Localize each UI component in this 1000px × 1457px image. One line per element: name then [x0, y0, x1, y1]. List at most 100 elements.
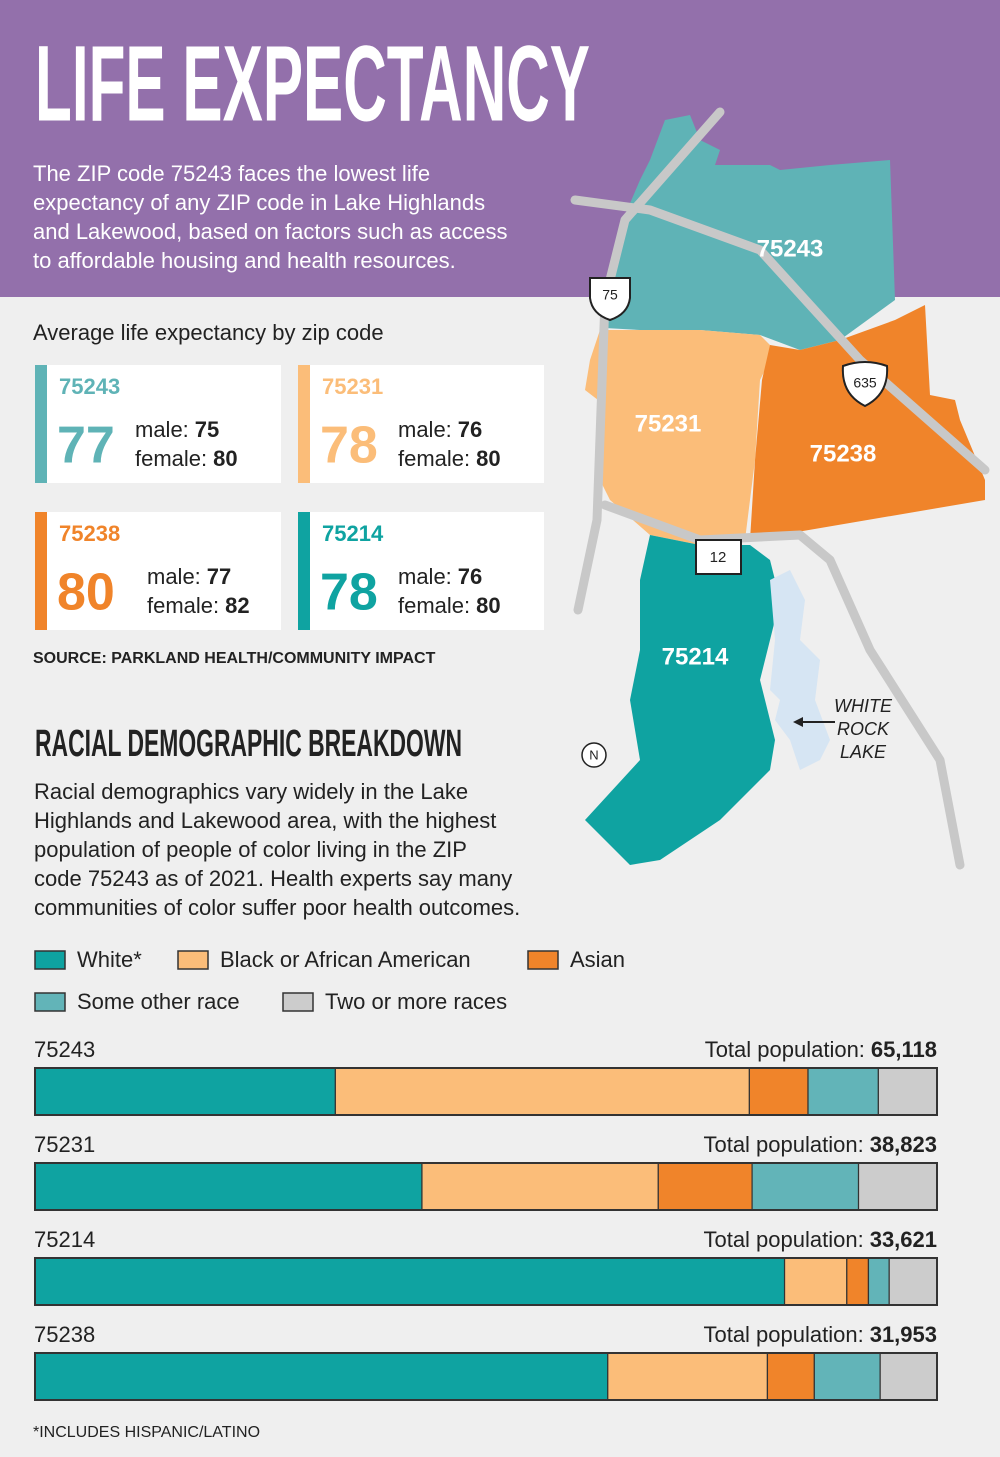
header-description: The ZIP code 75243 faces the lowest life… [33, 161, 508, 273]
card-zip: 75231 [322, 374, 383, 399]
female-label: female: [398, 593, 470, 618]
card-average: 80 [57, 564, 115, 622]
map: 75243 75231 75238 75214 75 635 12 N WHIT… [570, 107, 990, 870]
female-value: 82 [225, 593, 249, 618]
lake-arrow-head [793, 717, 803, 727]
male-value: 75 [195, 417, 219, 442]
bar-segment [813, 1352, 881, 1401]
card-average: 78 [320, 564, 378, 622]
card [35, 512, 281, 630]
category-label: 75231 [34, 1132, 95, 1157]
female-line: female: 80 [398, 593, 501, 618]
female-line: female: 80 [135, 446, 238, 471]
bar-outline [34, 1257, 938, 1306]
legend-label: Some other race [77, 989, 240, 1014]
card [298, 365, 544, 483]
shield [589, 277, 631, 322]
lake-label: LAKE [840, 742, 887, 762]
lake [770, 570, 830, 770]
female-line: female: 80 [398, 446, 501, 471]
total-value: 33,621 [870, 1227, 937, 1252]
highway-label: 75 [602, 287, 618, 303]
female-value: 80 [213, 446, 237, 471]
bar-segment [888, 1257, 938, 1306]
bar-segment [751, 1162, 860, 1211]
category-label: 75238 [34, 1322, 95, 1347]
north-label: N [589, 747, 598, 762]
card-accent [298, 512, 310, 630]
female-label: female: [147, 593, 219, 618]
lake-label: WHITE [834, 696, 893, 716]
bar-segment [748, 1067, 809, 1116]
male-value: 76 [458, 564, 482, 589]
legend-label: Black or African American [220, 947, 471, 972]
male-line: male: 76 [398, 564, 482, 589]
total-label: Total population: 38,823 [703, 1132, 937, 1157]
card-average: 78 [320, 417, 378, 475]
female-line: female: 82 [147, 593, 250, 618]
route-box [695, 539, 742, 575]
legend-swatch [282, 992, 314, 1012]
bar-segment [857, 1162, 938, 1211]
demographics-description: Racial demographics vary widely in the L… [34, 779, 520, 920]
zip-area [605, 115, 895, 350]
male-line: male: 76 [398, 417, 482, 442]
male-line: male: 77 [147, 564, 231, 589]
shield [841, 361, 889, 408]
male-label: male: [398, 417, 452, 442]
total-prefix: Total population: [703, 1322, 863, 1347]
description-line: Racial demographics vary widely in the L… [34, 779, 468, 804]
card-accent [35, 365, 47, 483]
stacked-bar-chart: White* Black or African American Asian Some… [34, 947, 938, 1401]
card-zip: 75238 [59, 521, 120, 546]
bar-outline [34, 1067, 938, 1116]
description-line: to affordable housing and health resourc… [33, 248, 456, 273]
female-label: female: [398, 446, 470, 471]
north-marker [581, 742, 607, 768]
legend-swatch [527, 950, 559, 970]
bar-segment [34, 1067, 336, 1116]
female-value: 80 [476, 446, 500, 471]
zip-area [750, 305, 985, 540]
description-line: Highlands and Lakewood area, with the hi… [34, 808, 496, 833]
lake-label: ROCK [837, 719, 890, 739]
male-line: male: 75 [135, 417, 219, 442]
description-line: communities of color suffer poor health … [34, 895, 520, 920]
zip-label: 75231 [635, 410, 702, 437]
bar-segment [846, 1257, 870, 1306]
total-prefix: Total population: [705, 1037, 865, 1062]
bar-segment [807, 1067, 879, 1116]
bar-segment [877, 1067, 938, 1116]
total-label: Total population: 31,953 [703, 1322, 937, 1347]
total-prefix: Total population: [703, 1132, 863, 1157]
highway-label: 12 [710, 549, 727, 566]
total-value: 65,118 [871, 1037, 937, 1062]
road [570, 195, 990, 475]
zip-label: 75214 [662, 643, 729, 670]
zip-area [585, 535, 780, 865]
legend-label: Two or more races [325, 989, 507, 1014]
title: LIFE EXPECTANCY [35, 23, 590, 144]
male-value: 76 [458, 417, 482, 442]
legend-label: White* [77, 947, 142, 972]
bar-segment [334, 1067, 750, 1116]
category-label: 75243 [34, 1037, 95, 1062]
legend-swatch [34, 950, 66, 970]
bar-segment [34, 1162, 423, 1211]
bar-segment [783, 1257, 848, 1306]
bar-segment [34, 1352, 609, 1401]
male-label: male: [398, 564, 452, 589]
card-zip: 75214 [322, 521, 384, 546]
total-label: Total population: 33,621 [703, 1227, 937, 1252]
source: SOURCE: PARKLAND HEALTH/COMMUNITY IMPACT [33, 650, 436, 667]
bar-segment [421, 1162, 659, 1211]
legend-swatch [34, 992, 66, 1012]
bar-segment [879, 1352, 938, 1401]
description-line: and Lakewood, based on factors such as a… [33, 219, 508, 244]
legend-label: Asian [570, 947, 625, 972]
bar-segment [766, 1352, 815, 1401]
male-label: male: [135, 417, 189, 442]
card-accent [298, 365, 310, 483]
